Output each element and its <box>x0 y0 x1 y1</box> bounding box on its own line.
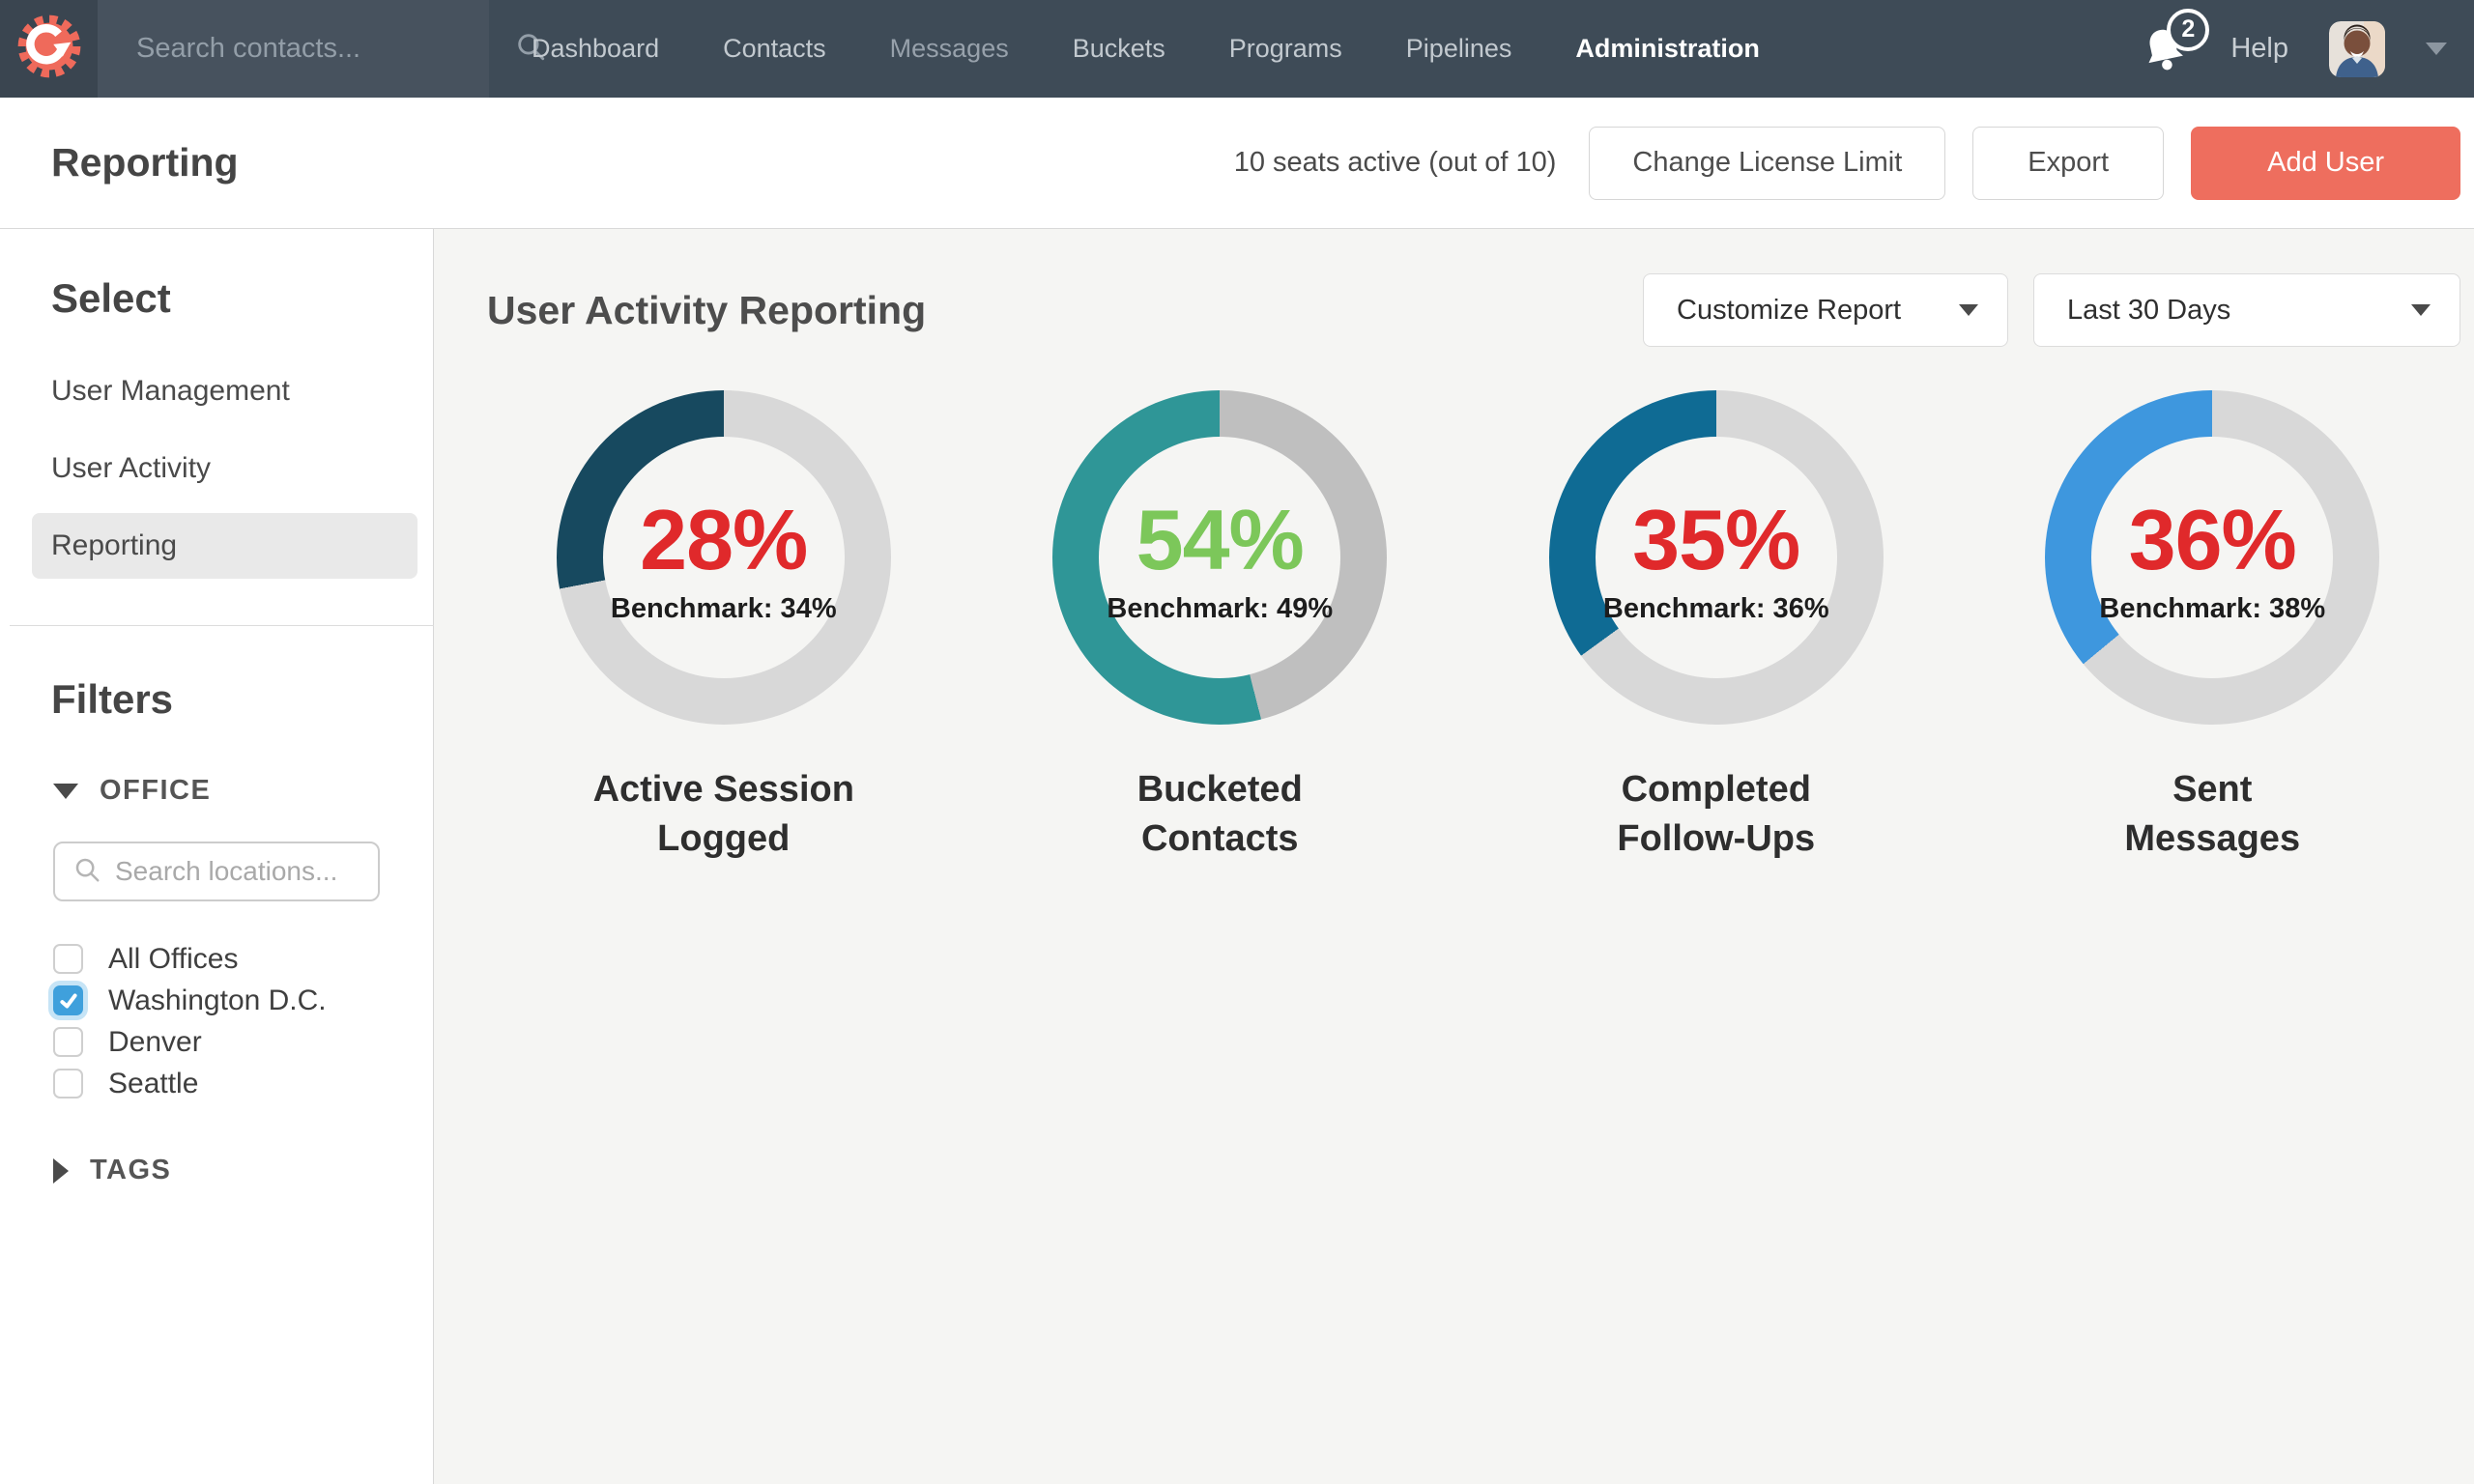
select-heading: Select <box>51 275 171 321</box>
checkbox-checked <box>53 985 83 1015</box>
donut-chart-completed-follow-ups: 35% Benchmark: 36% Completed Follow-Ups <box>1468 390 1965 865</box>
header-actions: 10 seats active (out of 10) Change Licen… <box>1233 126 2460 200</box>
chart-title: Completed Follow-Ups <box>1617 769 1816 860</box>
office-filter-toggle[interactable]: OFFICE <box>32 775 433 807</box>
sidebar-item-reporting[interactable]: Reporting <box>32 513 417 579</box>
donut-center: 28% Benchmark: 34% <box>602 437 845 678</box>
nav-item-dashboard[interactable]: Dashboard <box>532 34 660 63</box>
export-button[interactable]: Export <box>1972 126 2165 200</box>
account-menu-caret-icon[interactable] <box>2426 43 2447 55</box>
donut-chart-sent-messages: 36% Benchmark: 38% Sent Messages <box>1965 390 2461 865</box>
report-title: User Activity Reporting <box>487 287 927 332</box>
donut-chart-bucketed-contacts: 54% Benchmark: 49% Bucketed Contacts <box>972 390 1469 865</box>
donut-center: 36% Benchmark: 38% <box>2091 437 2334 678</box>
donut-ring: 36% Benchmark: 38% <box>2045 390 2380 725</box>
donut-value: 54% <box>1136 491 1305 587</box>
customize-report-dropdown[interactable]: Customize Report <box>1643 273 2008 347</box>
donut-charts-row: 28% Benchmark: 34% Active Session Logged… <box>475 390 2460 865</box>
tags-filter-label: TAGS <box>90 1155 172 1185</box>
report-controls: Customize Report Last 30 Days <box>1643 273 2460 347</box>
primary-nav: Dashboard Contacts Messages Buckets Prog… <box>489 0 1760 98</box>
nav-right-cluster: 2 Help <box>2140 0 2474 98</box>
donut-value: 36% <box>2128 491 2297 587</box>
option-label: Washington D.C. <box>108 984 327 1016</box>
chevron-down-icon <box>2411 304 2431 316</box>
donut-chart-active-session-logged: 28% Benchmark: 34% Active Session Logged <box>475 390 972 865</box>
chart-title: Bucketed Contacts <box>1136 769 1303 860</box>
sidebar: Select User Management User Activity Rep… <box>0 229 450 1484</box>
seats-status-text: 10 seats active (out of 10) <box>1233 147 1557 178</box>
sidebar-item-user-activity[interactable]: User Activity <box>51 452 212 484</box>
option-label: Seattle <box>108 1067 199 1099</box>
nav-item-contacts[interactable]: Contacts <box>723 34 826 63</box>
tags-filter-toggle[interactable]: TAGS <box>32 1155 433 1186</box>
nav-item-administration[interactable]: Administration <box>1575 34 1760 63</box>
benchmark-label: Benchmark: 36% <box>1602 592 1829 624</box>
add-user-button[interactable]: Add User <box>2191 126 2460 200</box>
search-icon[interactable] <box>514 30 547 68</box>
top-nav: Dashboard Contacts Messages Buckets Prog… <box>0 0 2474 98</box>
page-title: Reporting <box>51 140 239 185</box>
chevron-down-icon <box>53 783 78 799</box>
main-content: User Activity Reporting Customize Report… <box>434 229 2474 1484</box>
locations-search-input[interactable] <box>115 856 360 887</box>
nav-item-programs[interactable]: Programs <box>1228 34 1342 63</box>
contacts-search <box>98 0 545 98</box>
donut-ring: 35% Benchmark: 36% <box>1548 390 1884 725</box>
chevron-right-icon <box>53 1157 69 1184</box>
chart-title: Sent Messages <box>2124 769 2301 860</box>
nav-item-pipelines[interactable]: Pipelines <box>1405 34 1512 63</box>
date-range-dropdown[interactable]: Last 30 Days <box>2033 273 2460 347</box>
office-option-washington-dc[interactable]: Washington D.C. <box>53 980 433 1021</box>
user-avatar[interactable] <box>2329 20 2385 77</box>
page-header: Reporting 10 seats active (out of 10) Ch… <box>0 98 2474 229</box>
search-icon <box>72 855 101 889</box>
benchmark-label: Benchmark: 34% <box>610 592 837 624</box>
checkbox <box>53 1027 83 1057</box>
benchmark-label: Benchmark: 38% <box>2099 592 2326 624</box>
donut-value: 28% <box>640 491 808 587</box>
page-body: Select User Management User Activity Rep… <box>0 229 2474 1484</box>
office-option-denver[interactable]: Denver <box>53 1021 433 1063</box>
option-label: All Offices <box>108 942 239 975</box>
donut-value: 35% <box>1632 491 1800 587</box>
notifications-bell-icon[interactable]: 2 <box>2140 8 2210 74</box>
sidebar-divider <box>10 625 450 626</box>
donut-ring: 54% Benchmark: 49% <box>1052 390 1388 725</box>
office-options: All Offices Washington D.C. Denver Seatt… <box>32 938 433 1104</box>
locations-search <box>53 842 380 901</box>
office-option-all-offices[interactable]: All Offices <box>53 938 433 980</box>
option-label: Denver <box>108 1025 202 1058</box>
notification-count-badge: 2 <box>2167 8 2210 51</box>
chart-title: Active Session Logged <box>592 769 854 860</box>
nav-item-buckets[interactable]: Buckets <box>1072 34 1165 63</box>
filters-heading: Filters <box>51 676 174 722</box>
app-logo[interactable] <box>0 0 98 98</box>
checkbox <box>53 944 83 974</box>
nav-item-messages[interactable]: Messages <box>889 34 1009 63</box>
donut-center: 35% Benchmark: 36% <box>1595 437 1837 678</box>
donut-center: 54% Benchmark: 49% <box>1099 437 1341 678</box>
customize-report-label: Customize Report <box>1677 294 1902 326</box>
select-list: User Management User Activity Reporting <box>32 358 433 579</box>
date-range-label: Last 30 Days <box>2067 294 2231 326</box>
sidebar-item-user-management[interactable]: User Management <box>51 375 290 407</box>
help-link[interactable]: Help <box>2230 33 2288 64</box>
search-input[interactable] <box>136 33 501 65</box>
change-license-limit-button[interactable]: Change License Limit <box>1589 126 1946 200</box>
office-option-seattle[interactable]: Seattle <box>53 1063 433 1104</box>
donut-ring: 28% Benchmark: 34% <box>556 390 891 725</box>
gear-sync-logo-icon <box>16 14 82 84</box>
chevron-down-icon <box>1959 304 1978 316</box>
benchmark-label: Benchmark: 49% <box>1107 592 1334 624</box>
checkbox <box>53 1069 83 1099</box>
office-filter-label: OFFICE <box>100 775 212 806</box>
report-header: User Activity Reporting Customize Report… <box>487 273 2460 347</box>
